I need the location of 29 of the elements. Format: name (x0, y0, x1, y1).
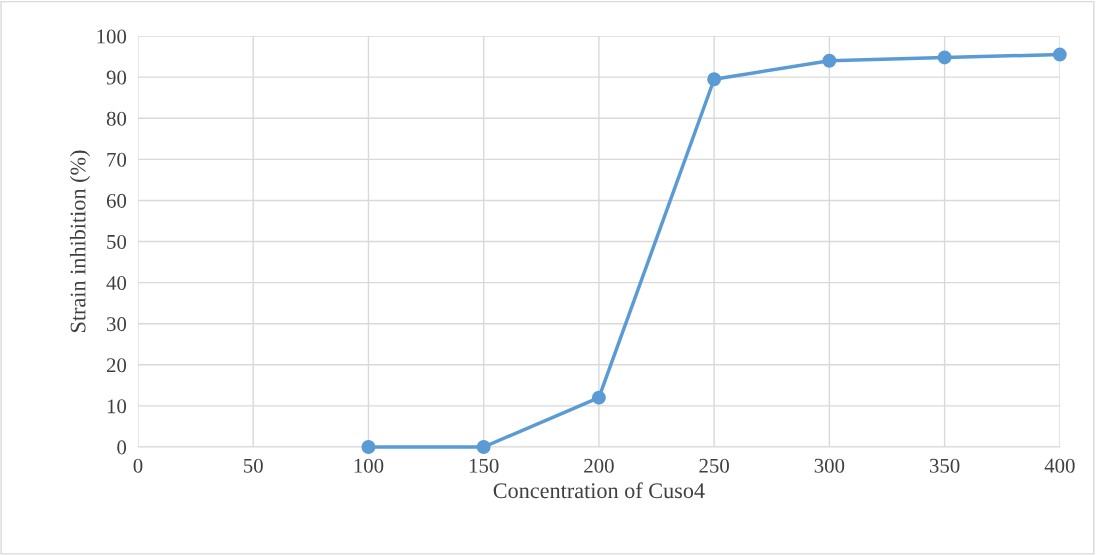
x-tick-label: 250 (699, 458, 729, 473)
y-tick-label: 60 (106, 193, 127, 208)
x-tick-label: 300 (814, 458, 845, 473)
point (591, 390, 606, 405)
x-tick-label: 350 (929, 458, 960, 473)
x-tick-label: 150 (469, 458, 499, 473)
y-tick-label: 30 (107, 317, 127, 332)
point (1052, 47, 1067, 62)
y-tick-label: 10 (107, 399, 127, 414)
y-tick-label: 20 (106, 358, 127, 373)
y-tick-label: 100 (97, 29, 127, 44)
y-axis-title: Strain inhibition (%) (69, 150, 91, 333)
y-tick-label: 80 (106, 111, 127, 126)
point (937, 50, 952, 65)
y-tick-label: 70 (107, 152, 127, 167)
x-tick-label: 400 (1044, 458, 1075, 473)
x-tick-label: 100 (354, 458, 384, 473)
y-tick-label: 40 (106, 276, 127, 291)
x-tick-label: 50 (244, 458, 263, 473)
y-tick-label: 0 (117, 440, 127, 455)
x-axis-title: Concentration of Cuso4 (493, 482, 705, 499)
y-tick-label: 50 (107, 234, 127, 249)
point (707, 72, 722, 87)
x-tick-label: 0 (133, 458, 143, 473)
point (476, 440, 491, 454)
x-tick-label: 200 (584, 458, 614, 473)
y-tick-label: 90 (106, 70, 127, 85)
point (361, 440, 376, 454)
point (822, 53, 837, 68)
